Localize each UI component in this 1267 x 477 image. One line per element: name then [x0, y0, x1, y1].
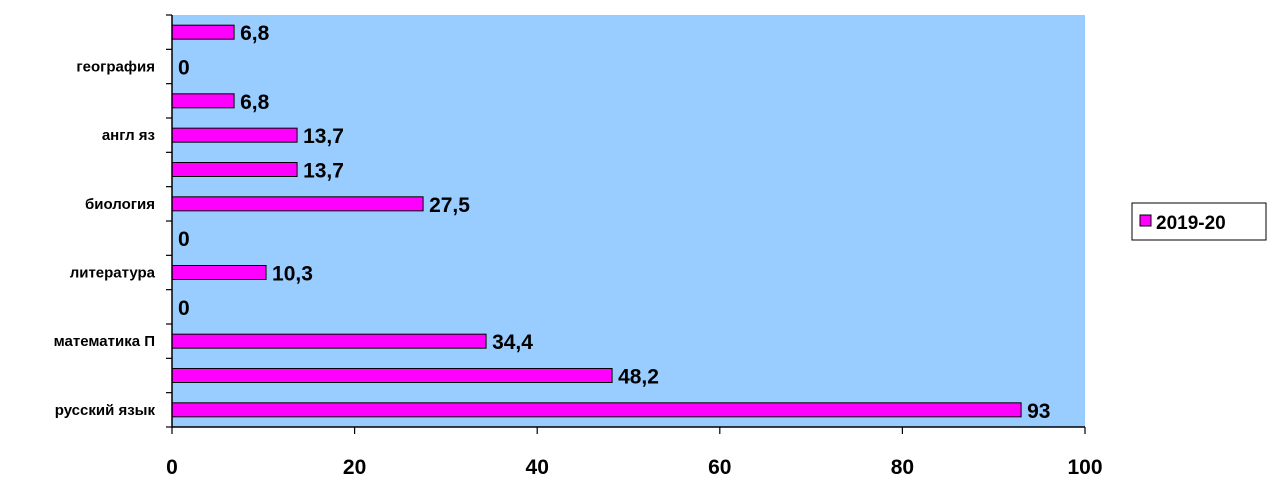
- legend-box: [1131, 202, 1267, 241]
- data-label: 27,5: [429, 194, 470, 217]
- x-tick-label: 0: [166, 456, 178, 477]
- x-tick-label: 60: [708, 456, 731, 477]
- category-label: литература: [70, 265, 156, 282]
- category-label: русский язык: [55, 402, 156, 419]
- x-tick-label: 80: [891, 456, 914, 477]
- bar: [171, 265, 267, 280]
- x-tick-label: 100: [1067, 456, 1102, 477]
- data-label: 0: [178, 228, 190, 251]
- category-label: математика П: [54, 333, 155, 350]
- x-tick-label: 40: [526, 456, 549, 477]
- x-axis-ticks: 0 20 40 60 80 100: [166, 427, 1103, 477]
- data-label: 48,2: [618, 366, 659, 389]
- legend-swatch: [1139, 214, 1152, 227]
- data-label: 34,4: [492, 331, 533, 354]
- data-labels: 93 48,2 34,4 0 10,3 0 27,5 13,7 13,7 6,8 0 6,8: [178, 22, 1050, 423]
- bar: [171, 333, 487, 349]
- data-label: 6,8: [240, 22, 270, 45]
- bar: [171, 24, 235, 40]
- bar: [171, 368, 613, 383]
- legend: 2019-20: [1131, 202, 1267, 241]
- data-label: 13,7: [303, 125, 344, 148]
- data-label: 10,3: [272, 263, 313, 286]
- data-label: 6,8: [240, 91, 270, 114]
- category-label: биология: [85, 196, 155, 213]
- y-axis-ticks: [166, 14, 172, 428]
- category-label: англ яз: [102, 127, 155, 144]
- bar: [171, 93, 235, 109]
- data-label: 13,7: [303, 160, 344, 183]
- legend-label: 2019-20: [1156, 213, 1226, 234]
- bar: [171, 127, 298, 143]
- bar: [171, 162, 298, 177]
- bar: [171, 196, 424, 212]
- data-label: 93: [1027, 400, 1050, 423]
- plot-area: [172, 15, 1085, 427]
- category-labels: русский язык математика П литература биолог…: [54, 59, 156, 419]
- data-label: 0: [178, 57, 190, 80]
- x-tick-label: 20: [343, 456, 366, 477]
- data-label: 0: [178, 297, 190, 320]
- bar: [171, 402, 1022, 418]
- category-label: география: [76, 59, 155, 76]
